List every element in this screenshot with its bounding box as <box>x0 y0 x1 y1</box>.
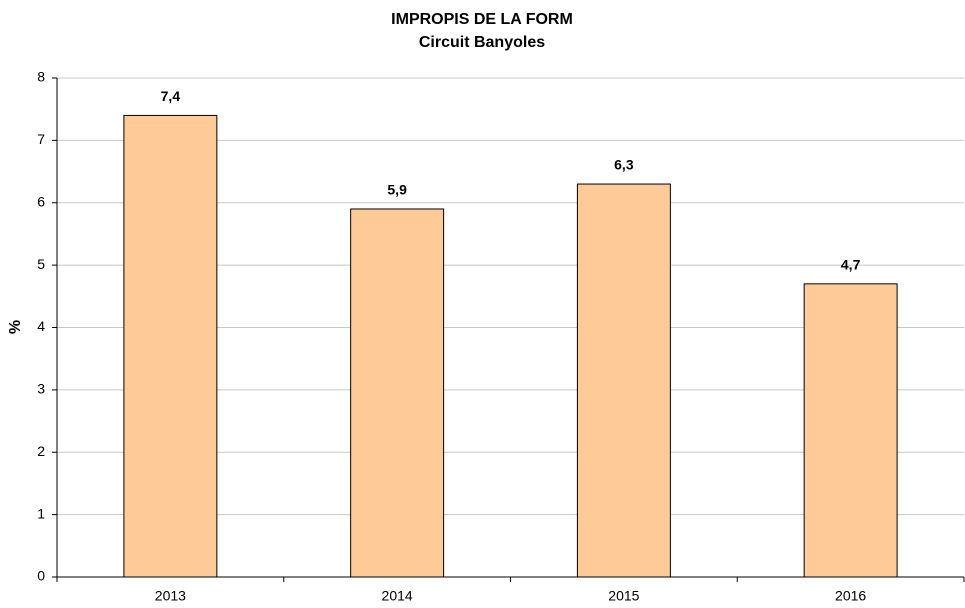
y-tick-label: 1 <box>37 505 45 521</box>
y-tick-label: 5 <box>37 256 45 272</box>
y-tick-label: 4 <box>37 318 45 334</box>
value-label: 5,9 <box>387 182 407 198</box>
bar <box>576 183 671 578</box>
y-tick-label: 7 <box>37 131 45 147</box>
x-tick-label: 2014 <box>382 588 413 604</box>
y-tick-label: 3 <box>37 381 45 397</box>
chart-subtitle: Circuit Banyoles <box>419 34 545 51</box>
chart-title: IMPROPIS DE LA FORM <box>391 11 573 28</box>
x-tick-label: 2015 <box>608 588 639 604</box>
y-tick-label: 6 <box>37 193 45 209</box>
y-axis-label: % <box>7 320 24 334</box>
bar <box>803 283 898 578</box>
value-label: 7,4 <box>161 88 181 104</box>
bar <box>123 114 218 578</box>
y-tick-label: 2 <box>37 443 45 459</box>
bar <box>350 208 445 578</box>
x-tick-label: 2013 <box>155 588 186 604</box>
y-tick-label: 8 <box>37 69 45 85</box>
value-label: 6,3 <box>614 157 634 173</box>
value-label: 4,7 <box>841 257 861 273</box>
y-tick-label: 0 <box>37 568 45 584</box>
x-tick-label: 2016 <box>835 588 866 604</box>
